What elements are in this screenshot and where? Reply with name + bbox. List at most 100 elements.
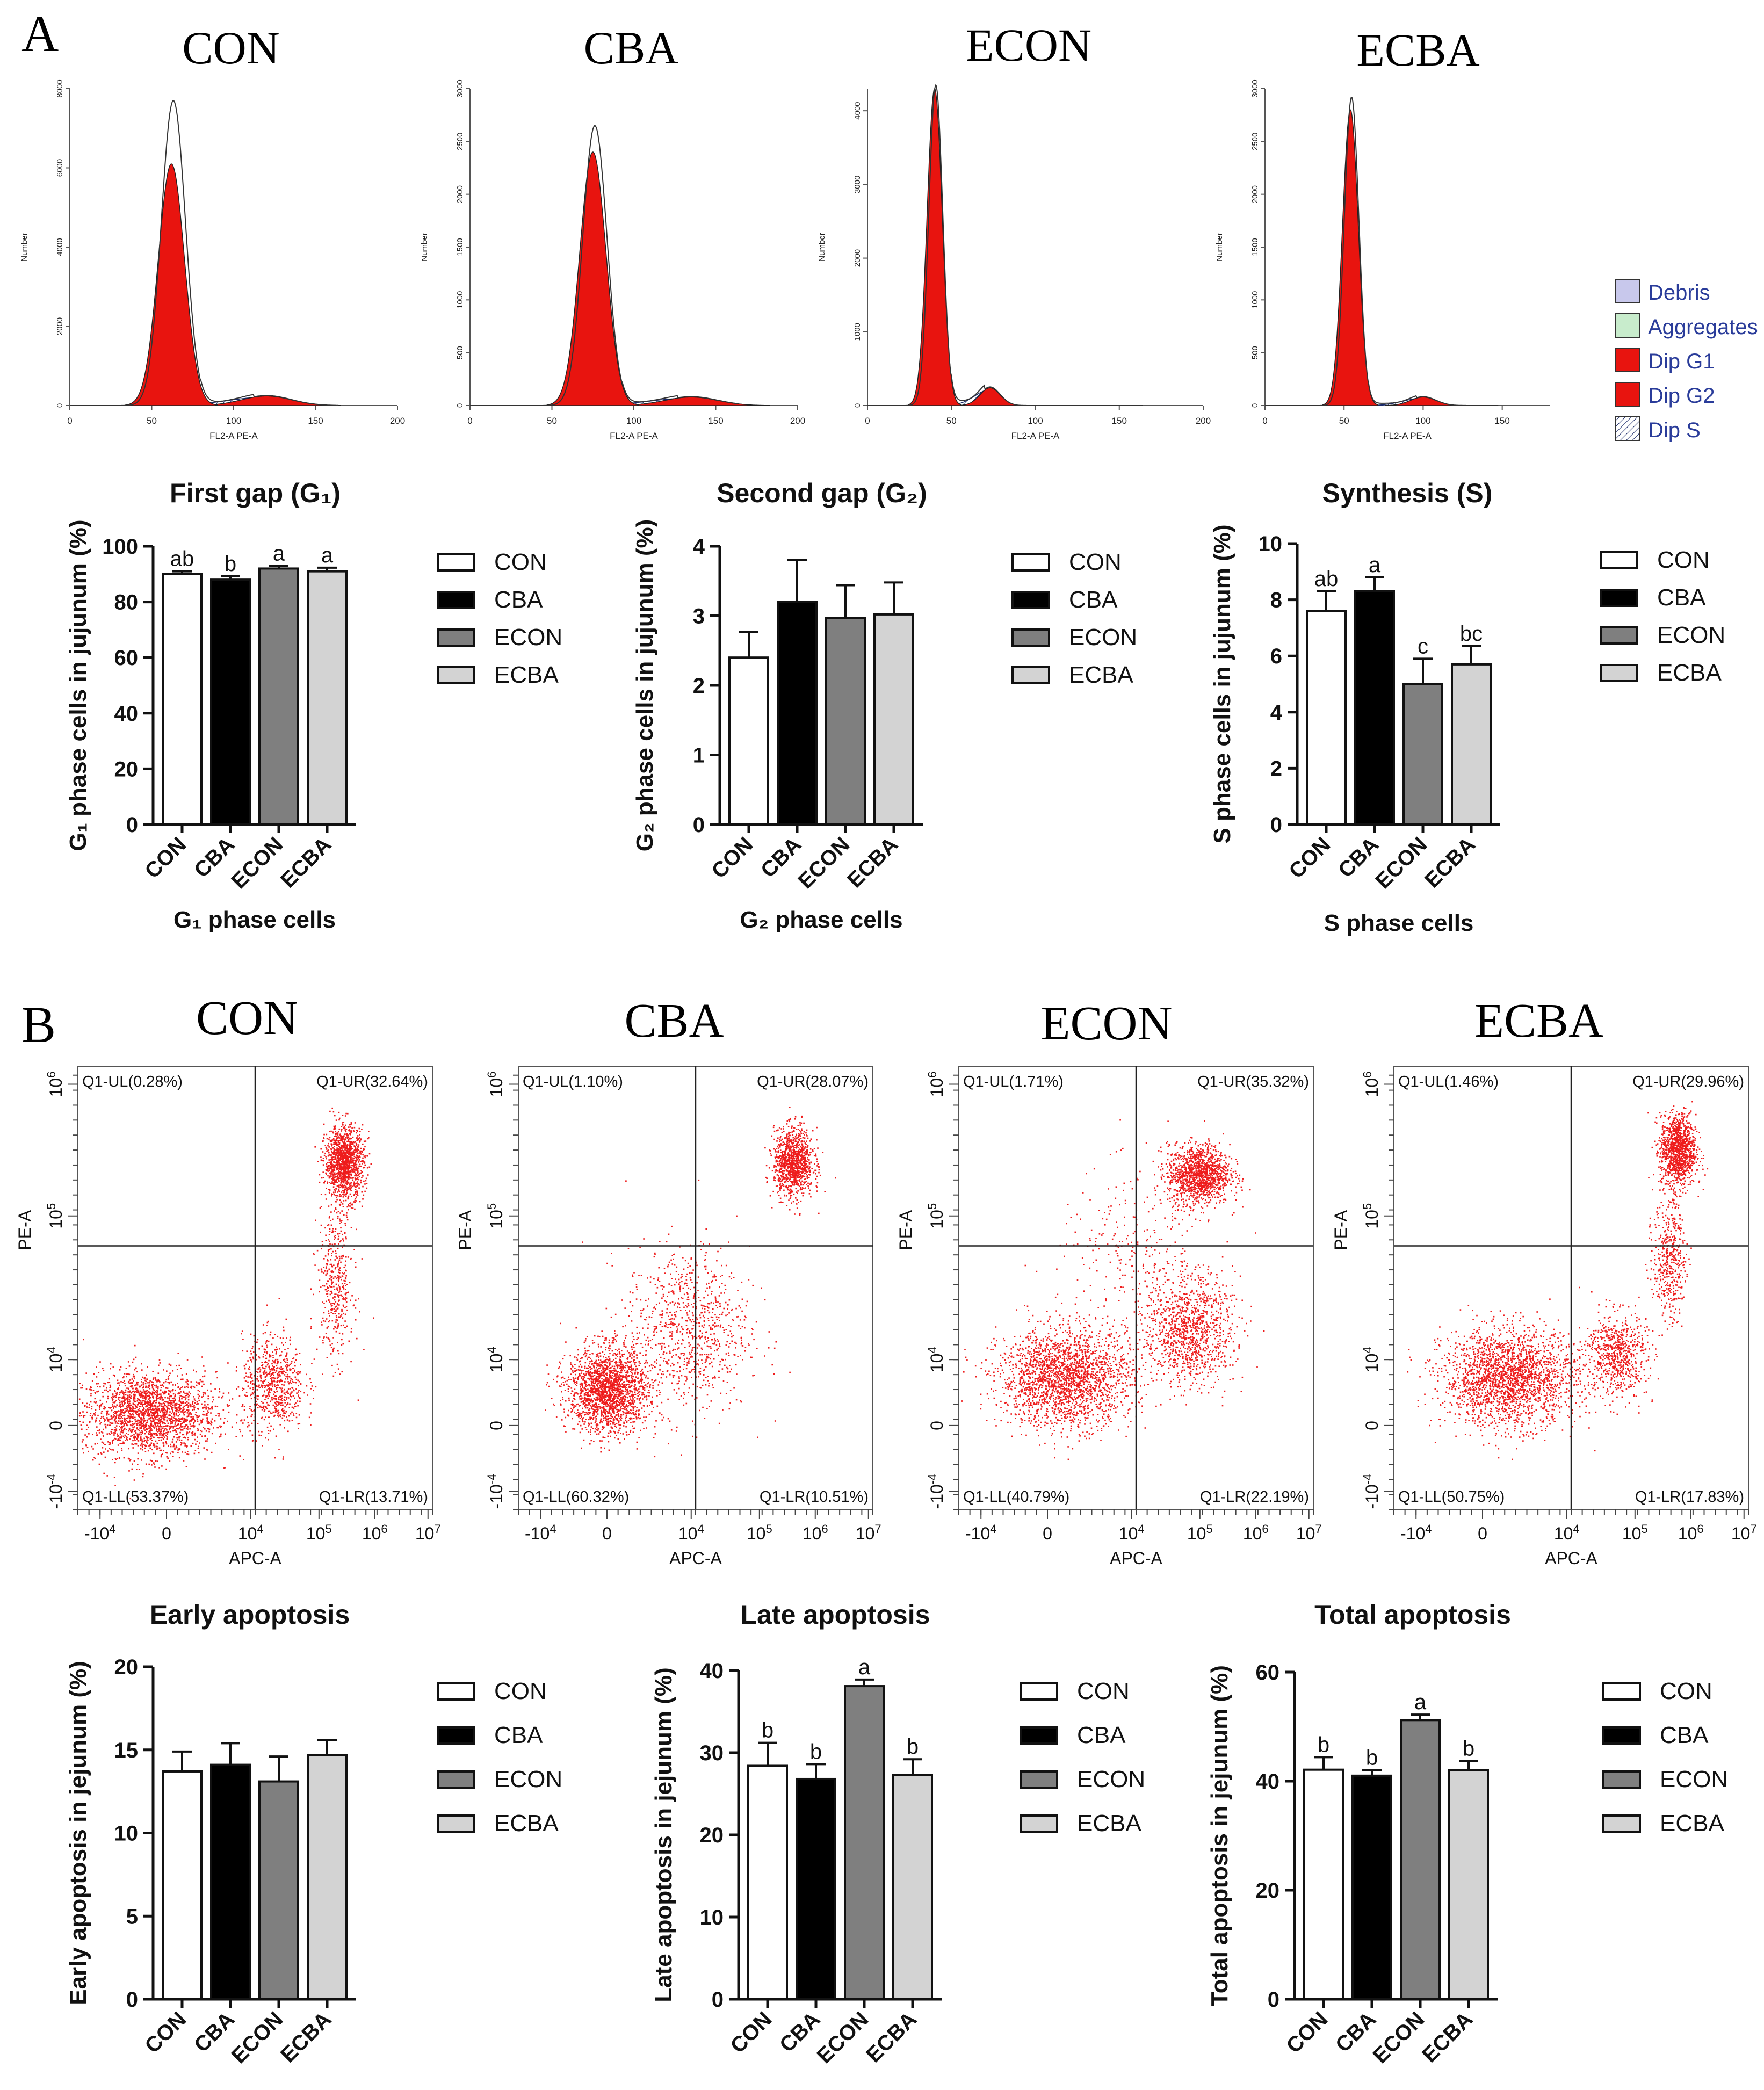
scatter-point-con [146,1429,147,1431]
scatter-point-con [257,1369,259,1370]
scatter-point-con [154,1392,155,1394]
scatter-point-con [260,1378,262,1379]
scatter-point-con [180,1418,183,1420]
scatter-point-con [243,1388,245,1390]
legend-label-first-gap-g-ecba: ECBA [494,662,559,688]
scatter-point-con [339,1184,342,1186]
scatter-point-con [280,1402,283,1404]
scatter-point-con [121,1426,123,1428]
scatter-point-con [155,1394,157,1395]
scatter-point-con [275,1403,277,1405]
scatter-point-con [166,1410,168,1412]
scatter-point-con [121,1422,123,1424]
scatter-point-con [144,1440,146,1441]
scatter-point-con [98,1429,100,1430]
scatter-point-con [153,1437,155,1438]
scatter-point-con [341,1291,342,1292]
scatter-point-con [204,1407,206,1409]
scatter-point-con [210,1412,212,1414]
scatter-point-con [279,1424,281,1426]
scatter-point-con [108,1378,110,1380]
scatter-point-con [121,1448,122,1449]
scatter-point-con [350,1149,352,1151]
scatter-point-con [349,1147,351,1149]
scatter-point-con [282,1458,284,1460]
scatter-point-con [335,1136,337,1137]
scatter-point-con [143,1437,145,1440]
scatter-point-con [152,1401,154,1404]
scatter-point-con [278,1372,280,1374]
scatter-point-con [269,1334,271,1336]
scatter-point-con [148,1427,150,1429]
scatter-point-con [119,1384,120,1386]
scatter-point-con [179,1388,181,1390]
scatter-point-con [103,1415,104,1418]
scatter-point-con [362,1151,363,1153]
scatter-point-con [114,1411,116,1412]
scatter-point-con [152,1406,154,1408]
scatter-point-con [327,1181,328,1183]
scatter-point-con [277,1376,279,1378]
scatter-point-con [131,1385,132,1387]
scatter-point-con [137,1422,139,1424]
scatter-point-con [269,1383,271,1384]
scatter-point-con [180,1404,182,1406]
scatter-point-con [348,1340,350,1342]
scatter-point-con [153,1378,154,1379]
scatter-point-con [334,1140,336,1142]
scatter-point-con [286,1390,288,1392]
scatter-point-con [362,1143,364,1145]
scatter-point-con [211,1408,213,1410]
scatter-point-con [113,1414,114,1416]
scatter-point-con [338,1284,339,1286]
scatter-point-con [172,1384,174,1386]
scatter-point-con [177,1383,178,1384]
scatter-point-con [357,1173,358,1174]
scatter-point-con [99,1386,101,1388]
scatter-point-con [88,1407,90,1408]
scatter-point-con [272,1337,274,1339]
scatter-point-con [275,1398,277,1400]
scatter-point-con [97,1453,99,1455]
scatter-point-con [331,1158,333,1159]
scatter-point-con [184,1427,186,1429]
scatter-point-con [335,1188,337,1190]
scatter-point-con [345,1152,347,1154]
scatter-point-con [342,1333,344,1335]
scatter-point-con [327,1337,329,1339]
scatter-point-con [139,1424,140,1426]
bar-total-apoptosis-con [1303,1768,1344,2001]
scatter-point-con [112,1366,114,1368]
scatter-point-con [178,1448,180,1450]
scatter-point-con [147,1419,148,1421]
scatter-point-con [346,1171,348,1173]
scatter-point-con [258,1384,260,1386]
legend-swatch-synthesis-s-cba [1600,589,1638,607]
scatter-point-con [345,1292,347,1294]
bar-ytick-label-synthesis-s: 4 [1270,701,1283,725]
scatter-point-con [247,1422,249,1424]
legend-swatch-total-apoptosis-econ [1602,1770,1641,1789]
scatter-point-con [322,1301,323,1303]
scatter-point-con [182,1451,183,1453]
scatter-title-cba: CBA [624,994,724,1047]
scatter-point-con [261,1401,263,1402]
scatter-point-con [269,1416,270,1418]
scatter-point-con [329,1344,331,1346]
scatter-point-con [341,1210,343,1212]
scatter-point-con [126,1420,127,1422]
scatter-point-con [109,1442,110,1443]
scatter-point-con [159,1434,161,1436]
bar-second-gap-g-con [728,656,769,826]
scatter-point-con [345,1297,348,1299]
scatter-point-con [150,1408,151,1411]
scatter-point-con [267,1373,269,1375]
scatter-point-con [249,1372,251,1374]
scatter-point-con [212,1401,213,1403]
hist-ytick-label-econ: 4000 [853,102,862,119]
scatter-point-con [336,1157,338,1159]
scatter-point-con [358,1160,360,1162]
scatter-point-con [128,1428,131,1430]
scatter-point-con [192,1400,194,1402]
scatter-point-con [337,1218,339,1219]
